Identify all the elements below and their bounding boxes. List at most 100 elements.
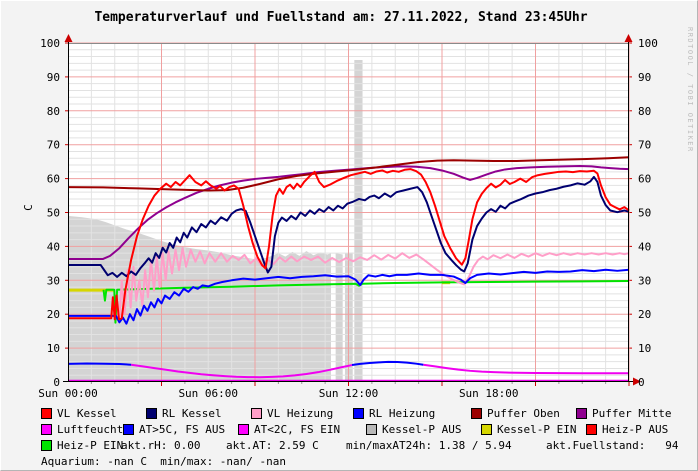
legend-item: akt.AT: 2.59 C bbox=[226, 439, 319, 452]
legend-swatch bbox=[251, 408, 262, 419]
area-kessel-p-aus bbox=[354, 59, 363, 382]
area-kessel-p-aus bbox=[335, 253, 343, 382]
y-axis-tick-label-right: 50 bbox=[638, 207, 651, 220]
legend-item: RL Heizung bbox=[353, 407, 435, 420]
legend-item: RL Kessel bbox=[146, 407, 222, 420]
legend-swatch bbox=[146, 408, 157, 419]
y-axis-tick-label-right: 0 bbox=[638, 376, 645, 389]
legend-item-label: AT<2C, FS EIN bbox=[254, 423, 341, 436]
legend-swatch bbox=[481, 424, 492, 435]
y-axis-tick-label-right: 70 bbox=[638, 139, 651, 152]
legend-swatch bbox=[123, 424, 134, 435]
y-axis-tick-label: 90 bbox=[47, 71, 60, 84]
legend-swatch bbox=[471, 408, 482, 419]
y-axis-tick-label-right: 10 bbox=[638, 342, 651, 355]
chart-title: Temperaturverlauf und Fuellstand am: 27.… bbox=[94, 10, 588, 25]
series-rl-kessel bbox=[68, 175, 630, 278]
legend-row: Heiz-P EIN akt.rH: 0.00 akt.AT: 2.59 C min/… bbox=[39, 438, 697, 454]
legend-row: Aquarium: -nan C min/max: -nan/ -nan bbox=[39, 454, 697, 470]
legend-item-label: Puffer Mitte bbox=[592, 407, 672, 420]
legend-item: VL Kessel bbox=[41, 407, 117, 420]
legend-item: Kessel-P AUS bbox=[366, 423, 461, 436]
y-axis-tick-label: 40 bbox=[47, 240, 60, 253]
y-axis-tick-label-right: 80 bbox=[638, 105, 651, 118]
series-heiz-p-ein bbox=[102, 279, 630, 324]
x-axis-tick-label: Sun 06:00 bbox=[178, 387, 238, 400]
legend-swatch bbox=[41, 408, 52, 419]
x-axis-tick-label: Sun 00:00 bbox=[38, 387, 98, 400]
series-at-2c-fs-ein bbox=[130, 363, 353, 379]
legend-item-label: VL Kessel bbox=[57, 407, 117, 420]
legend-item: akt.rH: 0.00 bbox=[121, 439, 200, 452]
legend-item-label: AT>5C, FS AUS bbox=[139, 423, 226, 436]
y-axis-tick-label: 70 bbox=[47, 139, 60, 152]
y-axis-tick-label-right: 100 bbox=[638, 37, 658, 50]
legend-row: Luftfeuchte AT>5C, FS AUS AT<2C, FS EIN Kes… bbox=[39, 422, 697, 438]
y-axis-tick-label: 10 bbox=[47, 342, 60, 355]
legend-item-label: Kessel-P EIN bbox=[497, 423, 577, 436]
legend-item: AT<2C, FS EIN bbox=[238, 423, 340, 436]
legend-item-label: Kessel-P AUS bbox=[382, 423, 462, 436]
legend-item: AT>5C, FS AUS bbox=[123, 423, 225, 436]
legend-swatch bbox=[576, 408, 587, 419]
y-axis-tick-label: 60 bbox=[47, 173, 60, 186]
legend-item-label: Puffer Oben bbox=[487, 407, 560, 420]
y-axis-tick-label: 100 bbox=[40, 37, 60, 50]
legend: VL Kessel RL Kessel VL Heizung RL Heizung Pu… bbox=[39, 406, 697, 470]
rrdtool-watermark: RRDTOOL / TOBI OETIKER bbox=[686, 27, 694, 153]
legend-item: Luftfeuchte bbox=[41, 423, 130, 436]
y-axis-tick-label-right: 20 bbox=[638, 308, 651, 321]
legend-swatch bbox=[41, 424, 52, 435]
legend-swatch bbox=[41, 440, 52, 451]
legend-item: Aquarium: -nan C min/max: -nan/ -nan bbox=[41, 455, 286, 468]
y-axis-tick-label: 30 bbox=[47, 274, 60, 287]
x-axis-arrow bbox=[633, 377, 641, 386]
legend-item-label: RL Kessel bbox=[162, 407, 222, 420]
y-axis-tick-label-right: 40 bbox=[638, 240, 651, 253]
legend-item-label: Heiz-P EIN bbox=[57, 439, 124, 452]
legend-item-label: akt.rH: 0.00 bbox=[121, 439, 201, 452]
series-puffer-oben bbox=[67, 156, 630, 192]
legend-item-label: akt.AT: 2.59 C bbox=[226, 439, 319, 452]
series-rl-heizung bbox=[68, 268, 630, 325]
chart-svg: 0 0 10 10 20 20 30 30 40 40 50 50 60 60 70 70 80 80 90 90 10… bbox=[38, 34, 658, 400]
legend-item: Puffer Mitte bbox=[576, 407, 671, 420]
area-kessel-p-aus bbox=[68, 215, 331, 382]
legend-item-label: Heiz-P AUS bbox=[602, 423, 669, 436]
legend-item-label: min/maxAT24h: 1.38 / 5.94 bbox=[346, 439, 512, 452]
legend-item-label: Luftfeuchte bbox=[57, 423, 130, 436]
y-axis-tick-label-right: 30 bbox=[638, 274, 651, 287]
plot-area: 0 0 10 10 20 20 30 30 40 40 50 50 60 60 70 70 80 80 90 90 10… bbox=[38, 34, 658, 400]
legend-item-label: Aquarium: -nan C min/max: -nan/ -nan bbox=[41, 455, 287, 468]
series-at-5c-fs-aus bbox=[351, 360, 424, 367]
legend-swatch bbox=[366, 424, 377, 435]
x-axis-tick-label: Sun 18:00 bbox=[459, 387, 519, 400]
legend-item: Puffer Oben bbox=[471, 407, 560, 420]
legend-swatch bbox=[586, 424, 597, 435]
legend-item: Kessel-P EIN bbox=[481, 423, 576, 436]
legend-item-label: RL Heizung bbox=[369, 407, 436, 420]
y-axis-label: C bbox=[21, 204, 35, 211]
legend-item: VL Heizung bbox=[251, 407, 333, 420]
y-axis-tick-label: 80 bbox=[47, 105, 60, 118]
y-axis-tick-label-right: 60 bbox=[638, 173, 651, 186]
x-axis-tick-label: Sun 12:00 bbox=[319, 387, 379, 400]
legend-item-label: VL Heizung bbox=[267, 407, 334, 420]
y-axis-tick-label-right: 90 bbox=[638, 71, 651, 84]
y-axis-tick-label: 0 bbox=[53, 376, 60, 389]
legend-item: Heiz-P EIN bbox=[41, 439, 123, 452]
legend-row: VL Kessel RL Kessel VL Heizung RL Heizung Pu… bbox=[39, 406, 697, 422]
legend-item: min/maxAT24h: 1.38 / 5.94 bbox=[346, 439, 512, 452]
legend-item-label: akt.Fuellstand: 94 bbox=[546, 439, 679, 452]
legend-swatch bbox=[238, 424, 249, 435]
series-vl-kessel bbox=[68, 168, 630, 321]
series-at-2c-fs-ein bbox=[423, 363, 629, 375]
y-axis-tick-label: 20 bbox=[47, 308, 60, 321]
y-axis-arrow-right bbox=[624, 34, 633, 42]
legend-swatch bbox=[353, 408, 364, 419]
legend-item: akt.Fuellstand: 94 bbox=[546, 439, 678, 452]
series-at-5c-fs-aus bbox=[67, 362, 132, 366]
legend-item: Heiz-P AUS bbox=[586, 423, 668, 436]
series-vl-heizung bbox=[118, 247, 630, 318]
